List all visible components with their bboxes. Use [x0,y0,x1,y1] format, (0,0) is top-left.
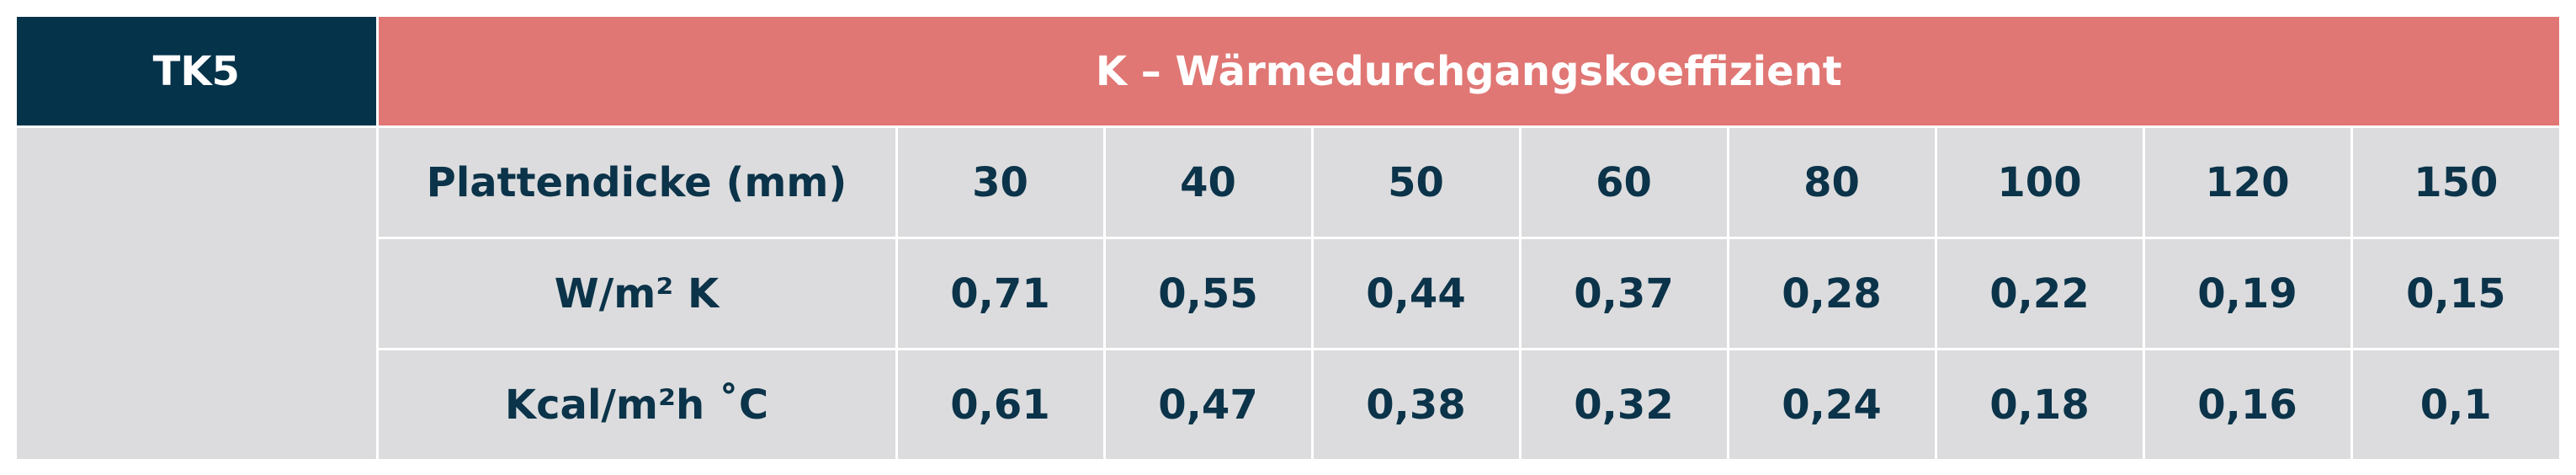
value-cell: 0,61 [895,348,1106,459]
value-cell: 100 [1934,125,2145,239]
value-cell: 0,38 [1310,348,1522,459]
value-cell: 0,28 [1726,237,1937,350]
row-label: Kcal/m²h ˚C [375,348,898,459]
value-cell: 0,22 [1934,237,2145,350]
value-cell: 40 [1102,125,1314,239]
value-cell: 150 [2350,125,2560,239]
value-cell: 0,19 [2142,237,2353,350]
header-title: K – Wärmedurchgangskoeffizient [375,17,2560,127]
value-cell: 120 [2142,125,2353,239]
value-cell: 50 [1310,125,1522,239]
row-label: W/m² K [375,237,898,350]
value-cell: 0,1 [2350,348,2560,459]
blank-cell [17,125,379,459]
table-row: Plattendicke (mm) 30 40 50 60 80 100 120 150 [17,125,2560,459]
value-cell: 0,16 [2142,348,2353,459]
table-row: Kcal/m²h ˚C 0,61 0,47 0,38 0,32 0,24 0,18 0,16 0… [17,348,2560,459]
table-row: W/m² K 0,71 0,55 0,44 0,37 0,28 0,22 0,19 0,15 [17,237,2560,350]
value-cell: 0,55 [1102,237,1314,350]
value-cell: 0,15 [2350,237,2560,350]
value-cell: 60 [1518,125,1729,239]
value-cell: 80 [1726,125,1937,239]
value-cell: 0,37 [1518,237,1729,350]
value-cell: 30 [895,125,1106,239]
header-row: TK5 K – Wärmedurchgangskoeffizient [17,17,2560,127]
row-label: Plattendicke (mm) [375,125,898,239]
k-value-table: TK5 K – Wärmedurchgangskoeffizient Platt… [17,17,2560,459]
value-cell: 0,32 [1518,348,1729,459]
value-cell: 0,71 [895,237,1106,350]
value-cell: 0,24 [1726,348,1937,459]
header-left: TK5 [17,17,379,127]
value-cell: 0,44 [1310,237,1522,350]
value-cell: 0,47 [1102,348,1314,459]
value-cell: 0,18 [1934,348,2145,459]
